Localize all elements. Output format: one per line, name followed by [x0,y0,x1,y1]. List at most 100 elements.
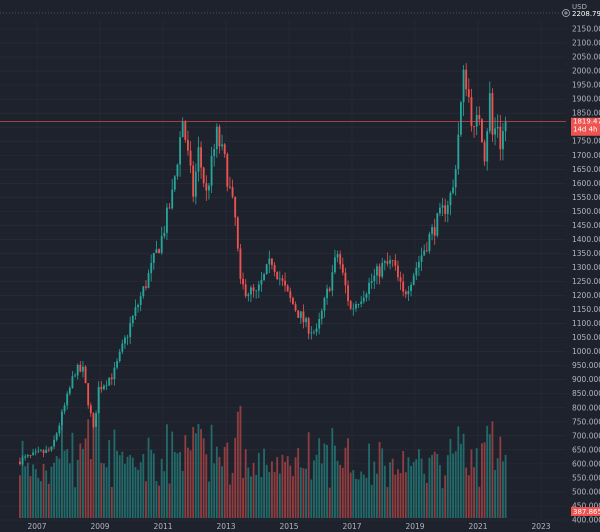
volume-bar [284,461,286,518]
candle-body [134,307,137,316]
candle-body [444,205,447,214]
candle-body [341,264,344,273]
y-tick-label: 500.000 [572,487,600,496]
volume-bar [255,474,258,518]
volume-bar [397,469,399,518]
candle-body [202,167,205,184]
volume-bar [223,446,226,518]
volume-bar [360,471,363,518]
candle-body [355,304,357,309]
volume-label: 387.865K [573,508,600,516]
volume-bar [294,457,297,518]
y-tick-label: 2050.000 [572,53,600,62]
candle-body [82,366,84,372]
candle-body [402,281,405,292]
volume-bar [152,453,155,518]
volume-bar [470,449,473,518]
volume-bar [19,475,21,518]
volume-bar [407,457,410,518]
volume-bar [105,467,108,518]
y-tick-label: 800.000 [572,403,600,412]
candle-body [192,165,195,197]
volume-bar [37,477,40,518]
volume-bar [42,463,45,518]
candle-body [365,293,368,298]
volume-bar [404,472,407,518]
candle-body [326,288,328,299]
volume-bar [391,458,394,518]
candle-body [100,386,103,390]
candle-body [420,255,423,262]
y-tick-label: 1900.000 [572,95,600,104]
candle-body [436,213,439,236]
candle-body [24,456,27,458]
candle-body [252,287,255,291]
candle-body [386,261,389,264]
volume-bar [210,424,213,518]
candle-body [239,248,242,279]
y-tick-label: 2150.000 [572,25,600,34]
last-price-label: 1819.470 [573,118,600,126]
y-tick-label: 1850.000 [572,109,600,118]
volume-bar [61,426,63,518]
candle-body [137,304,139,308]
volume-bar [452,453,454,518]
volume-bar [79,443,82,518]
add-circle-icon[interactable] [562,9,570,17]
candle-body [71,376,74,389]
volume-bar [313,460,315,518]
candle-body [221,144,223,147]
candle-body [40,450,42,452]
volume-bar [415,459,418,518]
candle-body [391,260,394,262]
x-tick-label: 2017 [342,522,361,531]
y-tick-label: 2100.000 [572,39,600,48]
candle-body [231,187,234,197]
candle-body [168,207,171,209]
volume-bar [68,463,71,518]
candle-body [499,126,502,150]
volume-bar [339,464,342,518]
candle-body [21,457,24,465]
volume-bar [208,481,210,518]
volume-bar [100,462,103,518]
candle-body [412,275,415,285]
candle-body [404,291,407,295]
volume-bar [181,471,184,518]
candle-body [449,192,452,206]
volume-bar [84,438,87,518]
volume-bar [431,454,433,518]
volume-bar [137,469,139,518]
candle-body [431,227,433,234]
candle-body [368,282,370,294]
y-tick-label: 900.000 [572,375,600,384]
volume-bar [386,486,389,518]
candle-body [139,296,142,305]
volume-bar [334,445,336,518]
volume-bar [449,438,452,518]
candle-body [362,297,365,302]
candle-body [446,205,449,214]
volume-bar [357,479,360,518]
y-tick-label: 650.000 [572,445,600,454]
volume-bar [26,462,29,518]
candle-body [483,142,486,162]
candle-body [328,288,331,291]
candle-body [441,205,444,208]
volume-bar [242,478,244,518]
volume-bar [273,471,276,518]
candle-body [360,301,363,305]
candle-body [187,139,189,151]
volume-bar [268,472,271,518]
volume-bar [50,466,53,518]
candle-body [223,144,226,155]
volume-bar [231,472,234,518]
volume-bar [160,458,163,518]
candle-body [481,119,483,143]
volume-bar [76,459,79,518]
volume-bar [439,465,441,518]
candle-body [250,287,252,295]
candle-body [34,451,37,453]
y-tick-label: 550.000 [572,473,600,482]
